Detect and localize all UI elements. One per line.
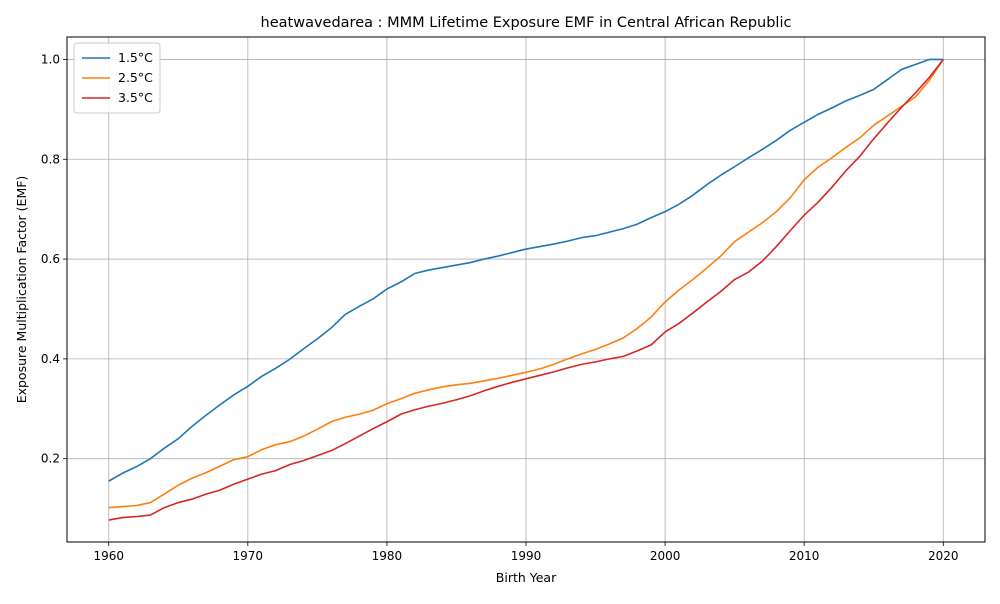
- series-line: [108, 58, 944, 482]
- chart-title: heatwavedarea : MMM Lifetime Exposure EM…: [261, 15, 792, 31]
- legend-label: 2.5°C: [118, 70, 153, 85]
- x-axis-ticks: 1960 1970 1980 1990 2000 2010 2020: [93, 542, 959, 563]
- series-line: [108, 58, 944, 521]
- y-axis-label: Exposure Multiplication Factor (EMF): [14, 176, 29, 404]
- series-lines: [108, 58, 944, 521]
- y-tick-label: 1.0: [41, 52, 60, 66]
- legend-label: 1.5°C: [118, 50, 153, 65]
- x-tick-label: 1970: [233, 549, 264, 563]
- legend: 1.5°C 2.5°C 3.5°C: [73, 42, 161, 114]
- y-tick-label: 0.2: [41, 452, 60, 466]
- x-tick-label: 2000: [650, 549, 681, 563]
- x-tick-label: 1980: [372, 549, 403, 563]
- legend-label: 3.5°C: [118, 90, 153, 105]
- x-tick-label: 2010: [789, 549, 820, 563]
- grid: [67, 37, 985, 542]
- y-tick-label: 0.4: [41, 352, 60, 366]
- x-axis-label: Birth Year: [496, 570, 557, 585]
- series-line: [108, 59, 944, 509]
- x-tick-label: 1960: [93, 549, 124, 563]
- x-tick-label: 2020: [928, 549, 959, 563]
- legend-box: [73, 42, 161, 114]
- y-tick-label: 0.8: [41, 152, 60, 166]
- x-tick-label: 1990: [511, 549, 542, 563]
- y-axis-ticks: 0.2 0.4 0.6 0.8 1.0: [41, 52, 67, 466]
- y-tick-label: 0.6: [41, 252, 60, 266]
